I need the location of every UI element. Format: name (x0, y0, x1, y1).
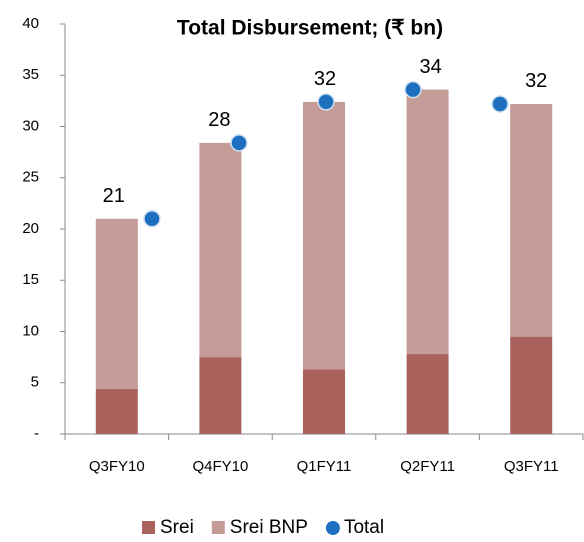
y-tick-label: 15 (22, 271, 39, 288)
value-label: 32 (525, 70, 547, 92)
bar-segment (510, 336, 553, 434)
x-tick-label: Q2FY11 (400, 458, 455, 475)
x-tick-label: Q3FY11 (504, 458, 559, 475)
total-dot (230, 134, 248, 152)
chart-title: Total Disbursement; (₹ bn) (177, 17, 443, 40)
value-label: 34 (419, 56, 441, 78)
y-tick-label: 5 (31, 374, 39, 391)
value-label: 32 (314, 68, 336, 90)
y-tick-label: 40 (22, 15, 39, 32)
legend-marker (142, 521, 155, 534)
y-tick-label: 35 (22, 66, 39, 83)
bar-segment (406, 354, 449, 434)
bar-segment (95, 388, 138, 434)
legend-marker (325, 521, 340, 535)
x-tick-label: Q3FY10 (89, 458, 145, 475)
y-tick-label: - (34, 425, 39, 442)
bar-segment (406, 89, 449, 355)
x-tick-label: Q4FY10 (192, 458, 248, 475)
legend-marker (211, 521, 225, 534)
legend-label: Srei (160, 517, 194, 538)
legend-label: Srei BNP (230, 517, 308, 538)
total-dot (491, 95, 509, 113)
bar-segment (199, 357, 242, 434)
legend-label: Total (344, 517, 384, 538)
total-dot (404, 80, 422, 99)
bar-segment (303, 369, 345, 434)
y-tick-label: 10 (22, 322, 39, 339)
y-tick-label: 30 (22, 117, 39, 134)
value-label: 21 (103, 185, 125, 207)
value-label: 28 (208, 109, 230, 131)
total-dot (317, 93, 335, 111)
y-tick-label: 20 (22, 220, 39, 237)
bar-segment (510, 103, 553, 337)
total-dot (143, 210, 161, 228)
bar-segment (303, 101, 345, 370)
bar-segment (95, 218, 138, 389)
x-tick-label: Q1FY11 (297, 458, 352, 475)
bar-segment (199, 142, 242, 358)
y-tick-label: 25 (22, 169, 39, 186)
